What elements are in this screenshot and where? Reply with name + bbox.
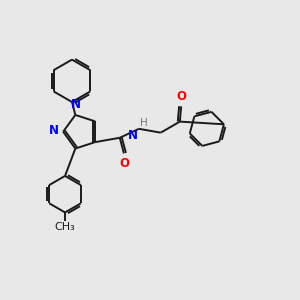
Text: N: N <box>128 129 138 142</box>
Text: N: N <box>49 124 59 137</box>
Text: O: O <box>176 89 186 103</box>
Text: N: N <box>71 98 81 111</box>
Text: CH₃: CH₃ <box>55 222 75 232</box>
Text: H: H <box>140 118 148 128</box>
Text: O: O <box>119 157 129 170</box>
